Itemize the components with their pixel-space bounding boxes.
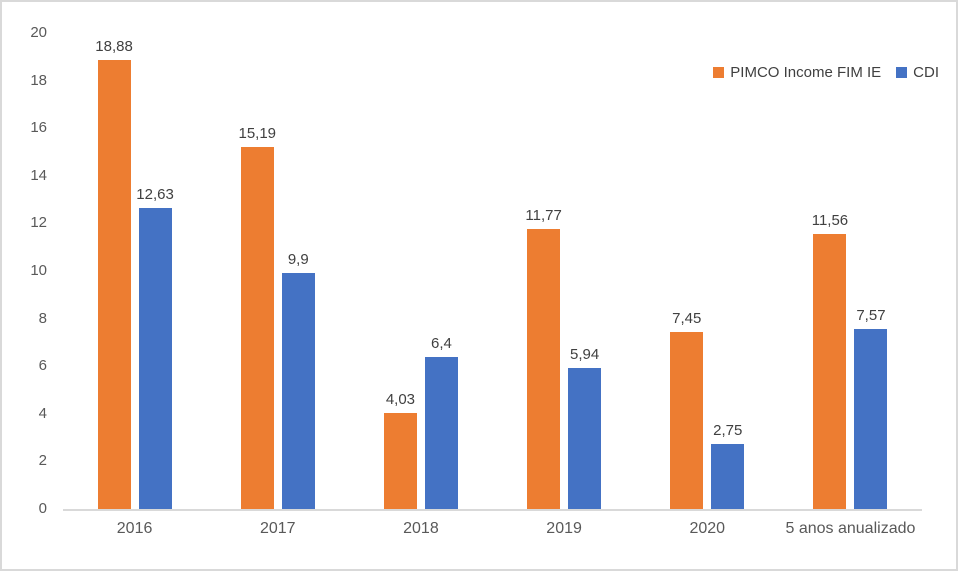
bar-value-label: 9,9: [287, 251, 309, 269]
bar-value-label: 2,75: [713, 421, 743, 439]
x-axis-category-label: 2020: [689, 520, 726, 537]
bar: 18,88: [95, 38, 133, 509]
legend-swatch-icon: [896, 67, 908, 78]
y-axis-tick-label: 8: [38, 309, 47, 327]
y-axis-tick-label: 2: [38, 452, 47, 470]
bar-group: 4,03 6,4: [349, 33, 492, 509]
bar-rect: [281, 273, 315, 509]
bar-group: 11,56 7,57: [779, 33, 922, 509]
bar: 9,9: [281, 251, 315, 509]
bar-rect: [138, 208, 172, 509]
y-axis: 0 2 4 6 8 10 12 14 16 18 20: [2, 24, 47, 517]
y-axis-tick-label: 18: [30, 71, 47, 89]
y-axis-tick-label: 16: [30, 119, 47, 137]
bar-value-label: 5,94: [569, 345, 600, 363]
bar-group: 11,77 5,94: [493, 33, 636, 509]
bar-value-label: 7,45: [672, 309, 702, 327]
x-axis: 2016 2017 2018 2019 2020 5 anos anualizado: [63, 520, 922, 538]
legend-item: CDI: [896, 64, 939, 81]
bar: 5,94: [568, 346, 602, 509]
bar-group: 18,88 12,63: [63, 33, 206, 509]
legend-swatch-icon: [713, 67, 725, 78]
y-axis-tick-label: 12: [30, 214, 47, 232]
y-axis-tick-label: 20: [30, 24, 47, 41]
legend-item: PIMCO Income FIM IE: [713, 64, 881, 81]
bar: 11,77: [525, 207, 562, 509]
bar: 7,57: [854, 307, 888, 509]
legend-label: CDI: [913, 64, 939, 81]
bar-rect: [383, 413, 417, 509]
chart-legend: PIMCO Income FIM IE CDI: [713, 64, 939, 81]
bar-rect: [240, 147, 274, 509]
bar-value-label: 4,03: [385, 391, 416, 409]
bar-value-label: 15,19: [238, 125, 277, 143]
bar: 6,4: [424, 335, 458, 509]
bar-rect: [711, 443, 745, 509]
bar-value-label: 11,77: [525, 206, 562, 224]
bar-value-label: 7,57: [856, 306, 886, 324]
bar-value-label: 6,4: [430, 334, 452, 352]
y-axis-tick-label: 10: [30, 262, 47, 279]
y-axis-tick-label: 0: [38, 500, 47, 517]
bar: 7,45: [670, 310, 704, 509]
bar-value-label: 12,63: [136, 186, 174, 204]
y-axis-tick-label: 6: [38, 357, 47, 375]
x-axis-category-label: 2016: [116, 520, 153, 537]
plot-area: 18,88 12,63 15,19 9,9 4,03 6,4 11,77 5,94 7,45 2,…: [63, 33, 922, 511]
bar: 15,19: [238, 125, 276, 509]
x-axis-category-label: 2018: [403, 520, 439, 537]
bar-group: 7,45 2,75: [636, 33, 779, 509]
y-axis-tick-label: 4: [38, 404, 47, 422]
x-axis-category-label: 2017: [259, 520, 296, 537]
bar: 12,63: [136, 186, 174, 509]
bar-groups-row: 18,88 12,63 15,19 9,9 4,03 6,4 11,77 5,94 7,45 2,…: [63, 33, 922, 509]
bar-group: 15,19 9,9: [206, 33, 349, 509]
bar-value-label: 18,88: [95, 37, 133, 55]
bar-rect: [97, 59, 131, 509]
bar-rect: [424, 356, 458, 509]
bar-rect: [813, 233, 847, 509]
legend-label: PIMCO Income FIM IE: [730, 64, 882, 81]
x-axis-category-label: 2019: [546, 520, 582, 537]
bar: 11,56: [812, 212, 848, 509]
bar-rect: [670, 331, 704, 509]
bar-rect: [568, 367, 602, 509]
bar-rect: [854, 328, 888, 509]
bar-rect: [527, 228, 561, 509]
x-axis-category-label: 5 anos anualizado: [785, 520, 916, 537]
bar: 2,75: [711, 422, 745, 509]
y-axis-tick-label: 14: [30, 166, 47, 184]
bar-value-label: 11,56: [811, 211, 849, 229]
bar: 4,03: [383, 391, 417, 509]
